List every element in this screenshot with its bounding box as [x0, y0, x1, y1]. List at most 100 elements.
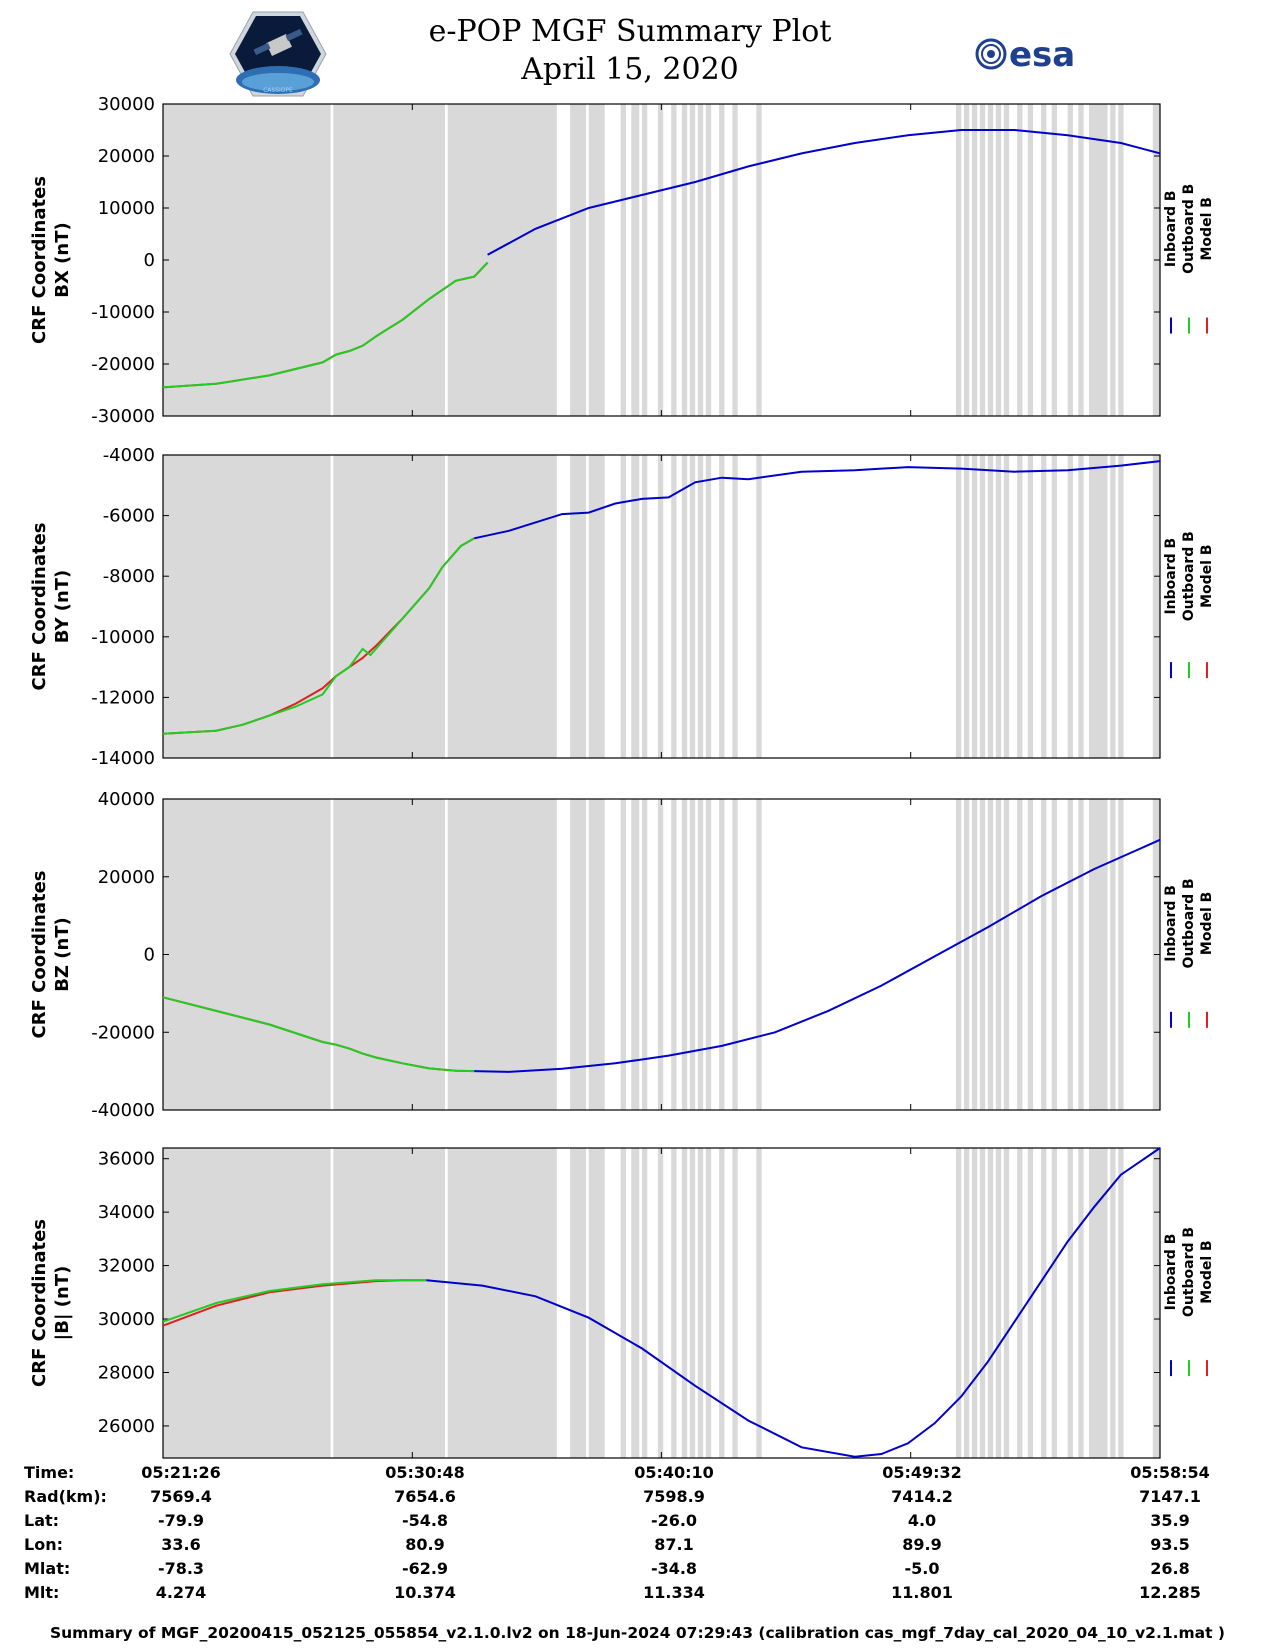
by-shade-band	[995, 455, 1002, 758]
by-shade-band	[1003, 455, 1010, 758]
bx-shade-band	[570, 104, 587, 416]
by-shade-band	[963, 455, 970, 758]
bx-ytick-label: -30000	[91, 406, 155, 427]
info-value: 05:30:48	[385, 1463, 465, 1482]
btotal-ytick-label: 30000	[98, 1309, 155, 1330]
info-value: 7414.2	[891, 1487, 953, 1506]
bx-shade-band	[1078, 104, 1084, 416]
bx-ytick-label: 0	[144, 250, 155, 271]
bx-shade-band	[631, 104, 640, 416]
bz-shade-band	[971, 799, 978, 1110]
by-shade-band	[641, 455, 648, 758]
bz-shade-band	[955, 799, 962, 1110]
bz-shade-band	[620, 799, 626, 1110]
bz-shade-band	[705, 799, 712, 1110]
by-shade-band	[1152, 455, 1160, 758]
bx-ytick-label: -10000	[91, 302, 155, 323]
bz-ytick-label: 20000	[98, 867, 155, 888]
info-value: 11.334	[643, 1583, 705, 1602]
btotal-shade-band	[705, 1148, 712, 1458]
bz-shade-band	[963, 799, 970, 1110]
bz-shade-band	[1041, 799, 1047, 1110]
btotal-shade-band	[1017, 1148, 1023, 1458]
info-value: 4.0	[907, 1511, 937, 1530]
by-shade-band	[732, 455, 738, 758]
btotal-shade-band	[1078, 1148, 1084, 1458]
bx-shade-band	[657, 104, 664, 416]
btotal-shade-band	[1152, 1148, 1160, 1458]
btotal-shade-band	[995, 1148, 1002, 1458]
bx-shade-band	[588, 104, 605, 416]
btotal-legend-label-model: Model B	[1199, 1240, 1215, 1303]
btotal-legend-label-inboard: Inboard B	[1163, 1234, 1179, 1311]
info-value: 05:58:54	[1130, 1463, 1210, 1482]
summary-footer: Summary of MGF_20200415_052125_055854_v2…	[49, 1624, 1226, 1642]
info-value: -62.9	[401, 1559, 449, 1578]
info-value: 7569.4	[150, 1487, 212, 1506]
by-shade-band	[1078, 455, 1084, 758]
bz-shade-band	[995, 799, 1002, 1110]
bz-shade-band	[1110, 799, 1116, 1110]
btotal-shade-band	[671, 1148, 677, 1458]
bx-shade-band	[705, 104, 712, 416]
bx-ytick-label: 30000	[98, 94, 155, 115]
by-shade-band	[1027, 455, 1034, 758]
info-row: Mlat: -78.3 -62.9 -34.8 -5.0 26.8	[0, 1559, 1275, 1583]
svg-text:CASSIOPE: CASSIOPE	[263, 87, 293, 94]
bz-shade-band	[979, 799, 986, 1110]
info-value: 7598.9	[643, 1487, 705, 1506]
bx-shade-band	[987, 104, 994, 416]
btotal-shade-band	[719, 1148, 725, 1458]
by-ytick-label: -10000	[91, 627, 155, 648]
bz-shade-band	[1088, 799, 1108, 1110]
bz-shade-band	[719, 799, 725, 1110]
btotal-ytick-label: 34000	[98, 1202, 155, 1223]
bx-shade-band	[756, 104, 762, 416]
bz-shade-band	[1051, 799, 1058, 1110]
bz-shade-band	[163, 799, 331, 1110]
btotal-shade-band	[1041, 1148, 1047, 1458]
btotal-shade-band	[570, 1148, 587, 1458]
bz-shade-band	[1118, 799, 1124, 1110]
bx-ytick-label: 20000	[98, 146, 155, 167]
by-shade-band	[163, 455, 331, 758]
btotal-shade-band	[1003, 1148, 1010, 1458]
info-value: -34.8	[650, 1559, 698, 1578]
info-row: Mlt: 4.274 10.374 11.334 11.801 12.285	[0, 1583, 1275, 1607]
bx-shade-band	[971, 104, 978, 416]
info-row-label: Time:	[24, 1463, 75, 1482]
by-shade-band	[987, 455, 994, 758]
btotal-shade-band	[631, 1148, 640, 1458]
by-series-inboard	[474, 460, 1161, 540]
bx-shade-band	[1003, 104, 1010, 416]
bz-shade-band	[657, 799, 664, 1110]
btotal-shade-band	[163, 1148, 331, 1458]
info-row-label: Lat:	[24, 1511, 60, 1530]
by-shade-band	[657, 455, 664, 758]
by-shade-band	[689, 455, 696, 758]
bz-shade-band	[671, 799, 677, 1110]
by-shade-band	[697, 455, 704, 758]
btotal-shade-band	[1118, 1148, 1124, 1458]
info-row-label: Lon:	[24, 1535, 63, 1554]
bz-ytick-label: 40000	[98, 789, 155, 810]
by-shade-band	[1017, 455, 1023, 758]
by-ytick-label: -14000	[91, 748, 155, 769]
bz-shade-band	[732, 799, 738, 1110]
bx-shade-band	[641, 104, 648, 416]
by-shade-band	[1088, 455, 1108, 758]
plot-date: April 15, 2020	[521, 52, 739, 87]
btotal-shade-band	[681, 1148, 688, 1458]
bz-shade-band	[631, 799, 640, 1110]
btotal-shade-band	[955, 1148, 962, 1458]
plot-title: e-POP MGF Summary Plot	[428, 14, 832, 49]
info-value: 89.9	[902, 1535, 942, 1554]
btotal-shade-band	[987, 1148, 994, 1458]
info-value: 7654.6	[394, 1487, 456, 1506]
bx-legend-label-outboard: Outboard B	[1181, 184, 1197, 274]
bz-shade-band	[570, 799, 587, 1110]
by-ytick-label: -4000	[103, 445, 155, 466]
btotal-shade-band	[447, 1148, 557, 1458]
bx-shade-band	[732, 104, 738, 416]
bz-ylabel-line1: CRF Coordinates	[29, 871, 50, 1039]
